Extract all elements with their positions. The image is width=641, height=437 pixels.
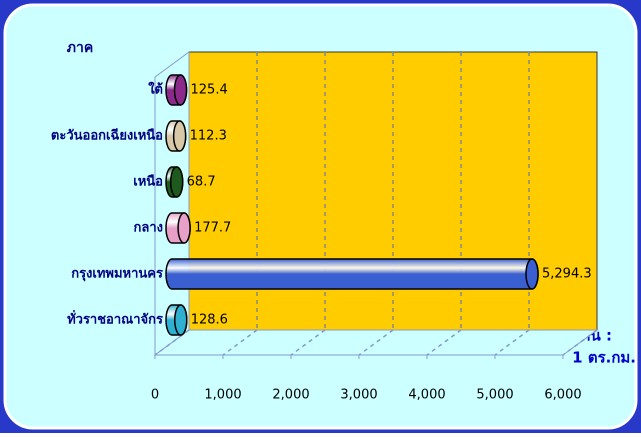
value-label: 68.7 [187, 175, 216, 190]
floor-grid-line [494, 329, 530, 356]
x-tick-label: 6,000 [544, 388, 581, 403]
bar-cap [525, 258, 539, 290]
bar [165, 258, 539, 290]
floor-grid-line [222, 329, 258, 356]
bar-cap [177, 212, 191, 244]
x-tick-label: 4,000 [408, 388, 445, 403]
x-tick-label: 2,000 [272, 388, 309, 403]
value-label: 125.4 [191, 83, 228, 98]
value-label: 128.6 [191, 313, 228, 328]
floor [153, 329, 599, 356]
x-tick-label: 3,000 [340, 388, 377, 403]
x-axis-title: 1 ตร.กม. [572, 349, 636, 367]
floor-grid-line [358, 329, 394, 356]
category-label: ทั่วราชอาณาจักร [67, 310, 163, 328]
x-tick-label: 1,000 [204, 388, 241, 403]
floor-grid-line [426, 329, 462, 356]
value-label: 5,294.3 [542, 267, 592, 282]
bar-cap [173, 304, 188, 336]
category-label: กลาง [134, 221, 164, 236]
y-axis-title: ภาค [67, 40, 93, 56]
floor-grid-line [154, 329, 190, 356]
value-label: 112.3 [190, 129, 227, 144]
bar-cap [169, 166, 184, 198]
category-label: กรุงเทพมหานคร [71, 267, 163, 282]
floor-grid-line [562, 329, 598, 356]
bar-cap [172, 120, 187, 152]
category-label: เหนือ [133, 174, 163, 190]
value-label: 177.7 [194, 221, 231, 236]
category-label: ตะวันออกเฉียงเหนือ [51, 128, 163, 144]
category-label: ใต้ [148, 81, 163, 98]
bar-cap [173, 74, 188, 106]
x-tick-label: 0 [151, 388, 159, 403]
x-tick-label: 5,000 [476, 388, 513, 403]
floor-grid-line [290, 329, 326, 356]
